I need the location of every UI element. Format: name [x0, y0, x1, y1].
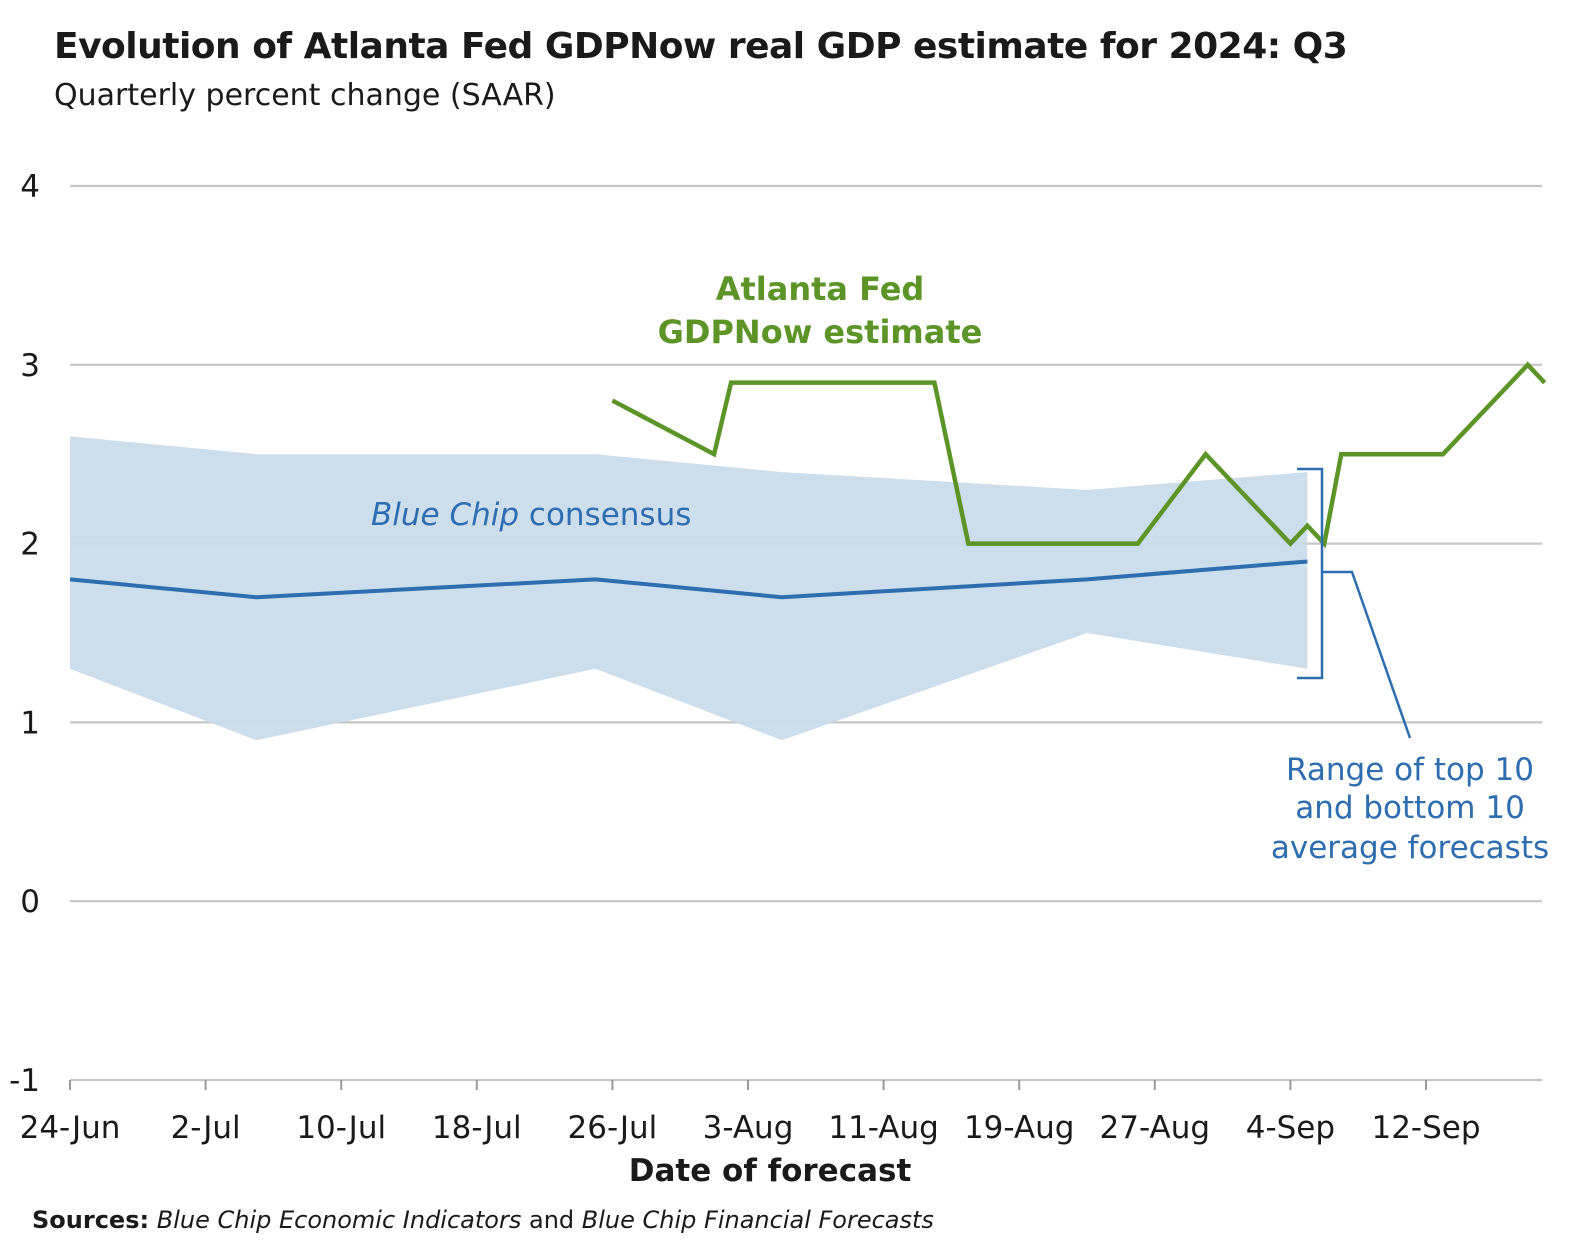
source-2: Blue Chip Financial Forecasts: [581, 1206, 934, 1234]
x-tick-label: 26-Jul: [568, 1110, 658, 1146]
x-tick-label: 3-Aug: [703, 1110, 794, 1146]
x-tick-label: 10-Jul: [296, 1110, 386, 1146]
range-label-line2: and bottom 10: [1295, 790, 1525, 826]
x-tick-label: 18-Jul: [432, 1110, 522, 1146]
sources-label: Sources:: [32, 1206, 150, 1234]
x-tick-label: 19-Aug: [964, 1110, 1074, 1146]
chart-subtitle: Quarterly percent change (SAAR): [54, 78, 556, 113]
x-tick-label: 4-Sep: [1246, 1110, 1335, 1146]
x-tick-label: 24-Jun: [20, 1110, 121, 1146]
x-tick-label: 2-Jul: [171, 1110, 241, 1146]
range-label-line3: average forecasts: [1271, 830, 1549, 866]
gdpnow-label-line2: GDPNow estimate: [658, 313, 983, 351]
x-axis-title: Date of forecast: [629, 1153, 912, 1189]
y-tick-label: 0: [20, 884, 40, 920]
x-axis: 24-Jun 2-Jul 10-Jul 18-Jul 26-Jul 3-Aug 11-Aug…: [20, 1080, 1481, 1146]
x-tick-label: 11-Aug: [828, 1110, 938, 1146]
consensus-label-rest: consensus: [519, 497, 691, 533]
source-1: Blue Chip Economic Indicators: [156, 1206, 522, 1234]
x-tick-label: 27-Aug: [1100, 1110, 1210, 1146]
y-tick-label: -1: [9, 1063, 40, 1099]
x-tick-label: 12-Sep: [1371, 1110, 1480, 1146]
y-tick-label: 2: [20, 527, 40, 563]
y-tick-label: 3: [20, 348, 40, 384]
consensus-label-italic: Blue Chip: [371, 497, 519, 533]
range-bracket: [1297, 467, 1412, 739]
sources-conj: and: [528, 1206, 575, 1234]
series-lines: [69, 361, 1547, 600]
y-tick-label: 4: [20, 169, 40, 205]
range-label-line1: Range of top 10: [1286, 752, 1534, 788]
chart-svg: -1 0 1 2 3 4 24-Jun 2-Jul 10-Jul 18-Jul 26-Jul 3-A…: [9, 169, 1549, 1189]
gdpnow-label-line1: Atlanta Fed: [716, 270, 925, 308]
y-tick-label: 1: [20, 705, 40, 741]
sources-note: Sources: Blue Chip Economic Indicators a…: [32, 1206, 934, 1234]
chart-title: Evolution of Atlanta Fed GDPNow real GDP…: [54, 26, 1348, 67]
consensus-line: [69, 559, 1308, 600]
consensus-label: Blue Chip consensus: [371, 497, 691, 533]
annotations: Atlanta Fed GDPNow estimate Blue Chip co…: [371, 270, 1549, 866]
